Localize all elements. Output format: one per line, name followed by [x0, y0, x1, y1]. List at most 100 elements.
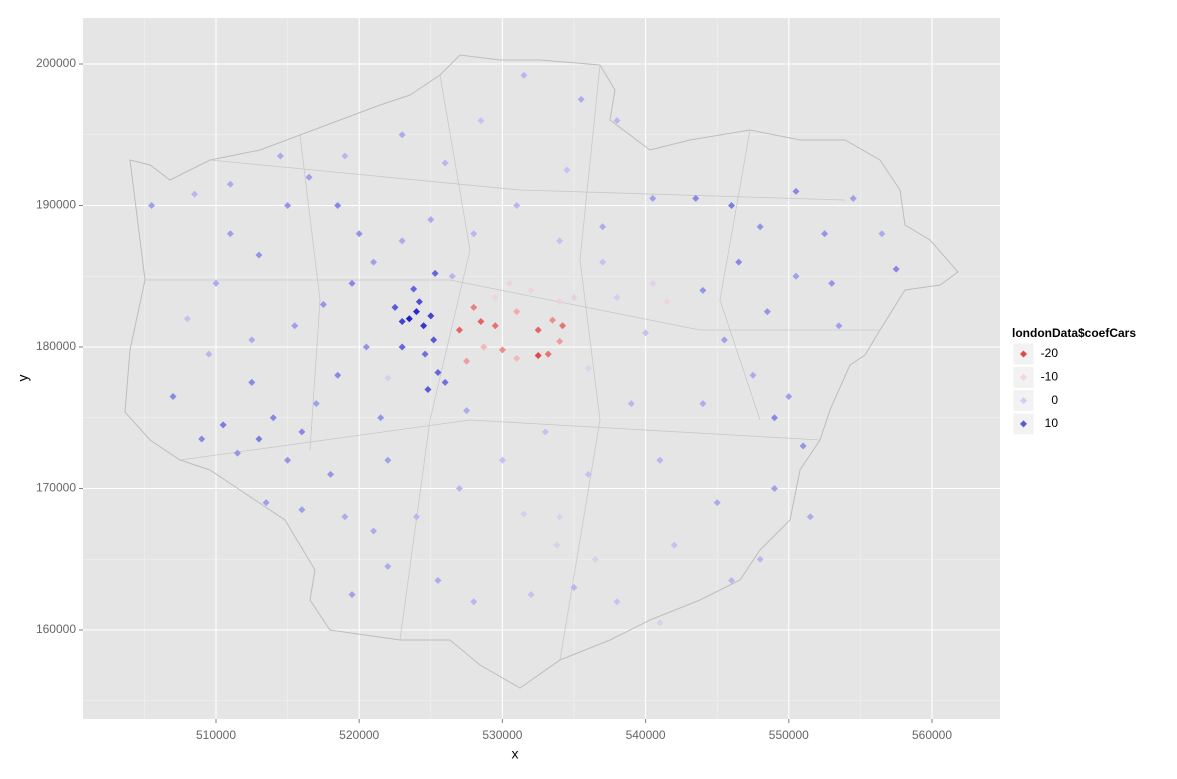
point: [477, 318, 485, 326]
point: [513, 202, 521, 210]
points: [148, 71, 900, 627]
x-tick-label: 510000: [196, 728, 236, 742]
point: [720, 336, 728, 344]
point: [527, 591, 535, 599]
point: [613, 598, 621, 606]
point: [169, 393, 177, 401]
point: [183, 315, 191, 323]
y-tick-label: 160000: [36, 622, 76, 636]
point: [713, 499, 721, 507]
plot-panel: [83, 18, 1000, 719]
point: [599, 258, 607, 266]
point: [412, 513, 420, 521]
point: [534, 351, 542, 359]
point: [513, 354, 521, 362]
point: [763, 308, 771, 316]
point: [421, 350, 429, 358]
point: [398, 318, 406, 326]
point: [649, 194, 657, 202]
point: [506, 279, 514, 287]
point: [835, 322, 843, 330]
point: [248, 378, 256, 386]
point: [849, 194, 857, 202]
point: [513, 308, 521, 316]
point: [205, 350, 213, 358]
point: [434, 576, 442, 584]
point: [806, 513, 814, 521]
x-tick-label: 560000: [912, 728, 952, 742]
point: [448, 272, 456, 280]
point: [878, 230, 886, 238]
point: [792, 272, 800, 280]
point: [455, 484, 463, 492]
point: [577, 95, 585, 103]
point: [470, 230, 478, 238]
point: [334, 202, 342, 210]
legend-symbol: [1020, 397, 1027, 405]
point: [427, 216, 435, 224]
point: [362, 343, 370, 351]
point: [491, 322, 499, 330]
point: [570, 584, 578, 592]
point: [291, 322, 299, 330]
point: [770, 414, 778, 422]
point: [233, 449, 241, 457]
point: [649, 279, 657, 287]
point: [384, 562, 392, 570]
point: [477, 117, 485, 125]
point: [384, 374, 392, 382]
point: [434, 368, 442, 376]
point: [799, 442, 807, 450]
point: [455, 326, 463, 334]
point: [427, 312, 435, 320]
point: [670, 541, 678, 549]
point: [420, 322, 428, 330]
y-tick-label: 190000: [36, 198, 76, 212]
point: [770, 484, 778, 492]
legend-title: londonData$coefCars: [1012, 326, 1136, 340]
point: [226, 180, 234, 188]
point: [559, 322, 567, 330]
point: [756, 223, 764, 231]
point: [463, 357, 471, 365]
point: [327, 470, 335, 478]
legend-label: -10: [1041, 369, 1059, 383]
point: [556, 237, 564, 245]
point: [341, 513, 349, 521]
point: [792, 187, 800, 195]
point: [276, 152, 284, 160]
point: [348, 591, 356, 599]
point: [599, 223, 607, 231]
point: [370, 258, 378, 266]
point: [441, 159, 449, 167]
point: [491, 293, 499, 301]
point: [613, 293, 621, 301]
legend-symbol: [1020, 420, 1027, 428]
point: [284, 456, 292, 464]
x-tick-label: 520000: [339, 728, 379, 742]
point: [269, 414, 277, 422]
london-boundary: [124, 54, 959, 689]
point: [398, 237, 406, 245]
x-tick-label: 540000: [626, 728, 666, 742]
point: [534, 326, 542, 334]
point: [663, 298, 671, 306]
point: [756, 555, 764, 563]
x-tick-label: 550000: [769, 728, 809, 742]
point: [699, 400, 707, 408]
point: [319, 301, 327, 309]
point: [191, 190, 199, 198]
point: [828, 279, 836, 287]
point: [377, 414, 385, 422]
point: [556, 513, 564, 521]
point: [556, 337, 564, 345]
point: [415, 298, 423, 306]
point: [312, 400, 320, 408]
point: [391, 303, 399, 311]
point: [520, 71, 528, 79]
y-tick-label: 200000: [36, 56, 76, 70]
point: [656, 619, 664, 627]
point: [480, 343, 488, 351]
point: [431, 269, 439, 277]
y-tick-label: 180000: [36, 339, 76, 353]
